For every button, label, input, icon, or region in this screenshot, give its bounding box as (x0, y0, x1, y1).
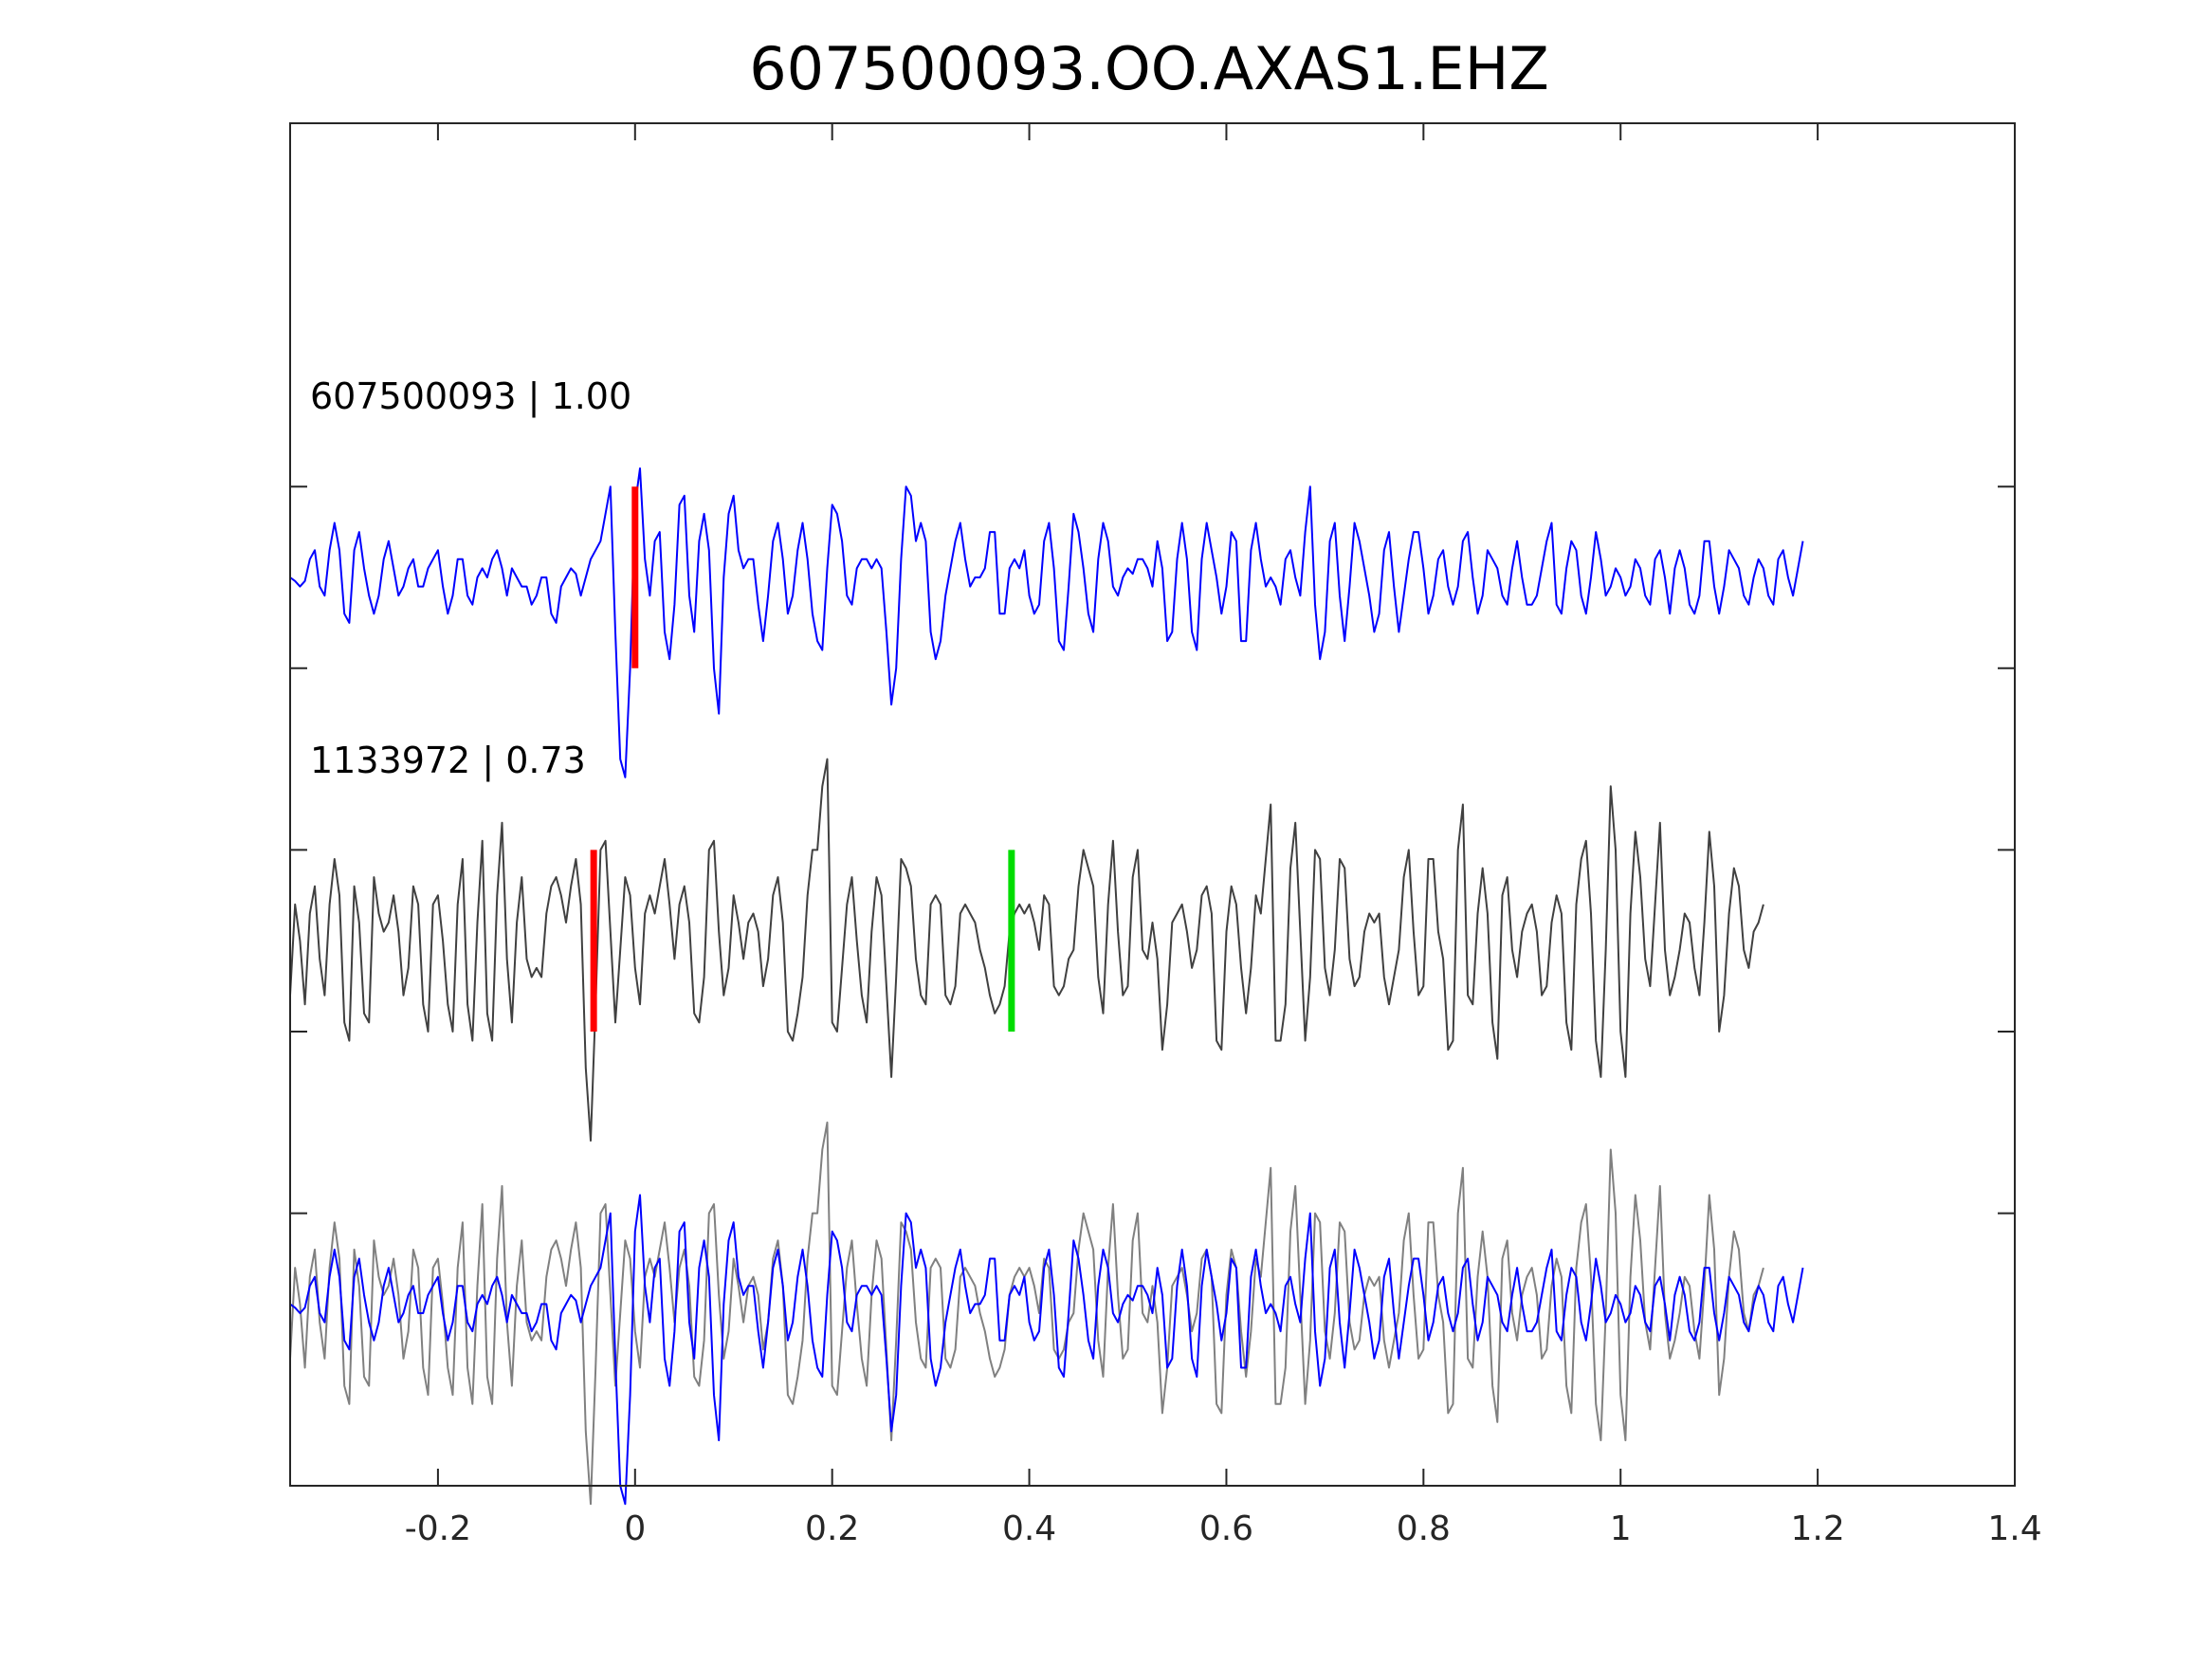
picks-layer (590, 486, 1015, 1032)
trace-label-detection: 1133972 | 0.73 (310, 740, 586, 782)
x-tick-label-3: 0.4 (1002, 1509, 1056, 1548)
trace-line-0 (289, 467, 1804, 778)
trace-labels: 607500093 | 1.00 1133972 | 0.73 (310, 375, 631, 782)
x-tick-label-0: -0.2 (405, 1509, 471, 1548)
x-tick-label-7: 1.2 (1790, 1509, 1844, 1548)
x-tick-label-4: 0.6 (1199, 1509, 1253, 1548)
ticks-layer (290, 123, 2016, 1486)
x-tick-label-6: 1 (1610, 1509, 1632, 1548)
trace-line-1 (289, 758, 1764, 1142)
x-tick-label-8: 1.4 (1987, 1509, 2041, 1548)
overlay-detection-line (289, 1121, 1764, 1506)
chart-title: 607500093.OO.AXAS1.EHZ (749, 34, 1549, 103)
traces-layer (289, 467, 1804, 1506)
overlay-template-line (289, 1194, 1804, 1506)
x-tick-label-5: 0.8 (1397, 1509, 1451, 1548)
x-tick-label-1: 0 (624, 1509, 646, 1548)
x-tick-label-2: 0.2 (805, 1509, 859, 1548)
axes-box (289, 122, 2016, 1487)
trace-label-template: 607500093 | 1.00 (310, 375, 631, 418)
x-tick-labels: -0.2 0 0.2 0.4 0.6 0.8 1 1.2 1.4 (405, 1509, 2042, 1548)
